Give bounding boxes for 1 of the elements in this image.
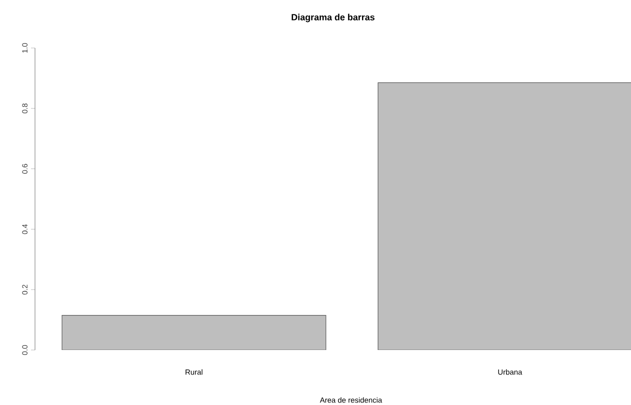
chart-title: Diagrama de barras — [292, 14, 374, 22]
